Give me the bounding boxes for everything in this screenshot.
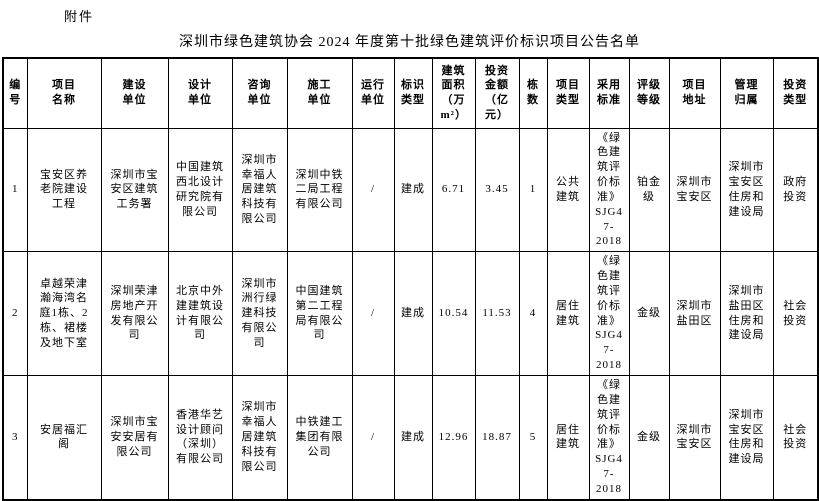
table-cell: 深圳市盐田区住房和建设局: [719, 251, 774, 376]
table-cell: 深圳市宝安区: [668, 374, 721, 501]
table-cell: 卓越荣津瀚海湾名庭1栋、2栋、裙楼及地下室: [26, 251, 102, 376]
table-cell: 香港华艺设计顾问（深圳）有限公司: [167, 374, 233, 501]
table-cell: 铂金级: [628, 127, 670, 253]
table-cell: 《绿色建筑评价标准》SJG47-2018: [588, 127, 630, 253]
table-cell: 《绿色建筑评价标准》SJG47-2018: [588, 374, 630, 501]
attachment-label: 附件: [64, 9, 95, 24]
table-cell: 《绿色建筑评价标准》SJG47-2018: [588, 251, 630, 376]
column-header-label-type: 标识类型: [393, 57, 433, 129]
column-header-building-count: 栋数: [518, 57, 548, 129]
table-header-row: 编号 项目名称 建设单位 设计单位 咨询单位 施工单位 运行单位 标识类型 建筑…: [2, 57, 819, 129]
table-cell: 18.87: [474, 374, 520, 501]
table-cell: 深圳市洲行绿建科技有限公司: [231, 251, 288, 376]
table-cell: 安居福汇阁: [26, 374, 102, 501]
table-row: 3 安居福汇阁 深圳市宝安安居有限公司 香港华艺设计顾问（深圳）有限公司 深圳市…: [2, 374, 819, 501]
table-cell: 2: [2, 251, 28, 376]
table-cell: 金级: [628, 251, 670, 376]
table-cell: 建成: [393, 251, 433, 376]
table-cell: 深圳荣津房地产开发有限公司: [100, 251, 169, 376]
table-row: 1 宝安区养老院建设工程 深圳市宝安区建筑工务署 中国建筑西北设计研究院有限公司…: [2, 127, 819, 253]
table-cell: 深圳中铁二局工程有限公司: [286, 127, 353, 253]
table-cell: 中铁建工集团有限公司: [286, 374, 353, 501]
table-cell: 1: [2, 127, 28, 253]
column-header-design-unit: 设计单位: [167, 57, 233, 129]
table-cell: /: [351, 127, 395, 253]
table-cell: 金级: [628, 374, 670, 501]
table-cell: 建成: [393, 127, 433, 253]
table-cell: 深圳市宝安区建筑工务署: [100, 127, 169, 253]
table-cell: 中国建筑第二工程局有限公司: [286, 251, 353, 376]
table-cell: 11.53: [474, 251, 520, 376]
table-cell: 深圳市幸福人居建筑科技有限公司: [231, 374, 288, 501]
table-cell: 建成: [393, 374, 433, 501]
table-cell: 3: [2, 374, 28, 501]
projects-table: 编号 项目名称 建设单位 设计单位 咨询单位 施工单位 运行单位 标识类型 建筑…: [2, 57, 819, 501]
column-header-operation-unit: 运行单位: [351, 57, 395, 129]
column-header-floor-area: 建筑面积（万m²）: [431, 57, 476, 129]
table-row: 2 卓越荣津瀚海湾名庭1栋、2栋、裙楼及地下室 深圳荣津房地产开发有限公司 北京…: [2, 251, 819, 376]
table-cell: 社会投资: [772, 374, 819, 501]
table-cell: 社会投资: [772, 251, 819, 376]
column-header-number: 编号: [2, 57, 28, 129]
table-cell: 宝安区养老院建设工程: [26, 127, 102, 253]
column-header-project-type: 项目类型: [546, 57, 590, 129]
column-header-investment-type: 投资类型: [772, 57, 819, 129]
table-cell: 政府投资: [772, 127, 819, 253]
table-cell: 5: [518, 374, 548, 501]
table-cell: /: [351, 251, 395, 376]
page-title: 深圳市绿色建筑协会 2024 年度第十批绿色建筑评价标识项目公告名单: [179, 35, 640, 50]
column-header-address: 项目地址: [668, 57, 721, 129]
table-cell: 深圳市宝安区住房和建设局: [719, 127, 774, 253]
table-cell: 深圳市宝安区住房和建设局: [719, 374, 774, 501]
column-header-consulting-unit: 咨询单位: [231, 57, 288, 129]
column-header-project-name: 项目名称: [26, 57, 102, 129]
table-cell: 3.45: [474, 127, 520, 253]
table-cell: 中国建筑西北设计研究院有限公司: [167, 127, 233, 253]
column-header-construction-unit: 建设单位: [100, 57, 169, 129]
table-cell: 深圳市幸福人居建筑科技有限公司: [231, 127, 288, 253]
table-cell: 6.71: [431, 127, 476, 253]
column-header-rating: 评级等级: [628, 57, 670, 129]
table-cell: 深圳市盐田区: [668, 251, 721, 376]
column-header-authority: 管理归属: [719, 57, 774, 129]
table-cell: 公共建筑: [546, 127, 590, 253]
column-header-builder-unit: 施工单位: [286, 57, 353, 129]
column-header-investment: 投资金额（亿元）: [474, 57, 520, 129]
table-cell: 北京中外建建筑设计有限公司: [167, 251, 233, 376]
column-header-standard: 采用标准: [588, 57, 630, 129]
table-cell: 12.96: [431, 374, 476, 501]
table-cell: /: [351, 374, 395, 501]
table-cell: 1: [518, 127, 548, 253]
table-cell: 深圳市宝安区: [668, 127, 721, 253]
table-cell: 居住建筑: [546, 251, 590, 376]
table-cell: 居住建筑: [546, 374, 590, 501]
table-cell: 4: [518, 251, 548, 376]
table-cell: 深圳市宝安安居有限公司: [100, 374, 169, 501]
table-cell: 10.54: [431, 251, 476, 376]
